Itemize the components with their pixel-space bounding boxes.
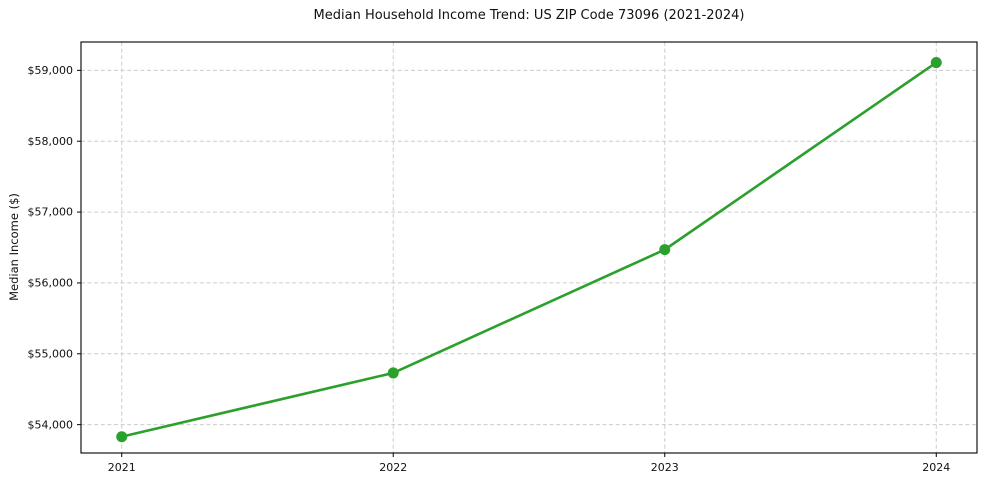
y-tick-label: $57,000	[28, 206, 74, 219]
x-tick-label: 2022	[379, 461, 407, 474]
data-point-2022	[387, 367, 399, 379]
data-point-2024	[930, 57, 942, 69]
x-tick-label: 2023	[651, 461, 679, 474]
y-tick-label: $58,000	[28, 135, 74, 148]
y-tick-label: $54,000	[28, 418, 74, 431]
chart-title: Median Household Income Trend: US ZIP Co…	[313, 8, 745, 23]
x-tick-label: 2024	[922, 461, 950, 474]
plot-border	[80, 41, 978, 454]
y-tick-label: $55,000	[28, 347, 74, 360]
data-point-2021	[116, 431, 128, 443]
income-trend-line	[120, 61, 938, 439]
y-tick-label: $59,000	[28, 64, 74, 77]
data-point-2023	[659, 244, 671, 256]
y-tick-label: $56,000	[28, 277, 74, 290]
x-tick-label: 2021	[108, 461, 136, 474]
